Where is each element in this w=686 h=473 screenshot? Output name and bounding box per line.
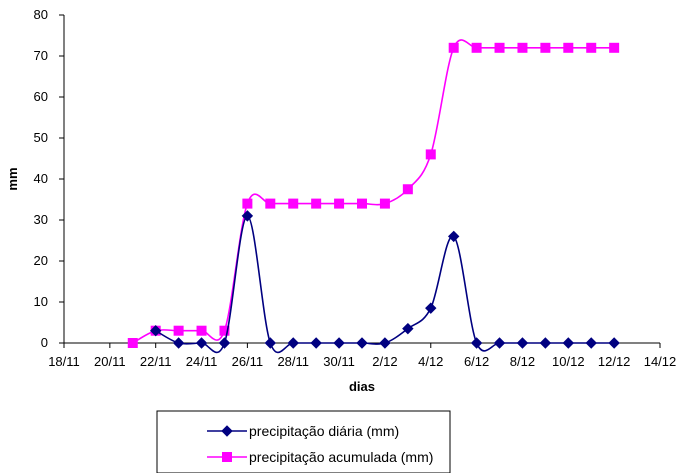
x-tick-label: 20/11 bbox=[94, 354, 126, 369]
y-tick-label: 70 bbox=[34, 48, 48, 63]
data-point bbox=[539, 337, 552, 349]
data-point bbox=[172, 337, 185, 349]
data-point bbox=[356, 337, 368, 349]
data-point bbox=[609, 42, 620, 53]
series-line bbox=[132, 39, 615, 344]
data-point bbox=[333, 337, 345, 349]
data-point bbox=[471, 42, 482, 53]
y-tick-label: 20 bbox=[34, 253, 48, 268]
legend-swatch-marker bbox=[222, 452, 232, 462]
plot-area: 0 10 20 30 40 50 60 70 80 18/11 20/11 22/11 24/11 26… bbox=[34, 7, 677, 369]
y-tick-label: 60 bbox=[34, 89, 48, 104]
data-point bbox=[241, 210, 254, 222]
data-point bbox=[311, 198, 322, 209]
x-tick-label: 24/11 bbox=[186, 354, 218, 369]
x-tick-label: 2/12 bbox=[372, 354, 397, 369]
data-point bbox=[379, 337, 391, 349]
data-point bbox=[585, 337, 597, 349]
data-point bbox=[242, 198, 253, 209]
legend-item: precipitação diária (mm) bbox=[207, 423, 399, 439]
legend: precipitação diária (mm) precipitação acu… bbox=[156, 410, 451, 473]
data-point bbox=[494, 42, 505, 53]
data-point bbox=[586, 42, 597, 53]
data-point bbox=[196, 325, 207, 336]
data-point bbox=[288, 198, 299, 209]
data-point bbox=[402, 184, 413, 195]
legend-item: precipitação acumulada (mm) bbox=[207, 449, 433, 465]
data-point bbox=[448, 42, 459, 53]
series-acumulada bbox=[127, 39, 620, 348]
data-point bbox=[402, 322, 414, 335]
data-point bbox=[287, 337, 299, 349]
y-tick-label: 80 bbox=[34, 7, 48, 22]
data-point bbox=[219, 325, 230, 336]
x-tick-label: 14/12 bbox=[644, 354, 677, 369]
x-tick-label: 4/12 bbox=[418, 354, 443, 369]
data-point bbox=[562, 337, 575, 349]
legend-swatch-marker bbox=[221, 425, 233, 437]
y-tick-label: 10 bbox=[34, 294, 48, 309]
x-axis-title: dias bbox=[349, 379, 375, 394]
x-ticks: 18/11 20/11 22/11 24/11 26/11 28/11 30/11 2/12 4… bbox=[48, 343, 676, 369]
data-point bbox=[425, 149, 436, 160]
x-tick-label: 6/12 bbox=[464, 354, 489, 369]
x-tick-label: 10/12 bbox=[552, 354, 585, 369]
data-point bbox=[218, 337, 231, 349]
series-layer bbox=[127, 39, 620, 354]
x-tick-label: 30/11 bbox=[323, 354, 355, 369]
y-axis-title: mm bbox=[5, 167, 20, 190]
x-tick-label: 26/11 bbox=[232, 354, 264, 369]
x-tick-label: 22/11 bbox=[140, 354, 172, 369]
data-point bbox=[516, 337, 529, 349]
data-point bbox=[563, 42, 574, 53]
data-point bbox=[149, 324, 162, 337]
y-tick-label: 40 bbox=[34, 171, 48, 186]
data-point bbox=[265, 198, 276, 209]
data-point bbox=[517, 42, 528, 53]
series-diaria bbox=[149, 210, 620, 354]
y-tick-label: 0 bbox=[41, 335, 48, 350]
legend-label: precipitação diária (mm) bbox=[249, 423, 399, 439]
y-tick-label: 50 bbox=[34, 130, 48, 145]
data-point bbox=[540, 42, 551, 53]
x-tick-label: 18/11 bbox=[48, 354, 80, 369]
data-point bbox=[470, 337, 483, 349]
legend-label: precipitação acumulada (mm) bbox=[249, 449, 433, 465]
data-point bbox=[493, 337, 506, 349]
data-point bbox=[608, 337, 620, 349]
data-point bbox=[173, 325, 184, 336]
data-point bbox=[357, 198, 367, 209]
y-tick-label: 30 bbox=[34, 212, 48, 227]
data-point bbox=[425, 302, 437, 314]
data-point bbox=[310, 337, 322, 349]
legend-box bbox=[156, 410, 451, 473]
x-tick-label: 12/12 bbox=[598, 354, 631, 369]
data-point bbox=[127, 338, 138, 348]
y-ticks: 0 10 20 30 40 50 60 70 80 bbox=[34, 7, 64, 350]
x-tick-label: 8/12 bbox=[510, 354, 535, 369]
data-point bbox=[264, 337, 277, 349]
data-point bbox=[379, 198, 390, 209]
data-point bbox=[195, 337, 208, 349]
x-tick-label: 28/11 bbox=[277, 354, 309, 369]
data-point bbox=[334, 198, 345, 209]
data-point bbox=[447, 230, 460, 243]
